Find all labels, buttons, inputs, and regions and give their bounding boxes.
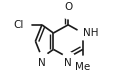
Text: Me: Me <box>75 62 90 72</box>
Text: N: N <box>38 58 45 68</box>
Text: N: N <box>64 58 71 68</box>
Text: NH: NH <box>82 28 97 38</box>
Text: Cl: Cl <box>13 20 24 30</box>
Text: O: O <box>63 2 72 12</box>
